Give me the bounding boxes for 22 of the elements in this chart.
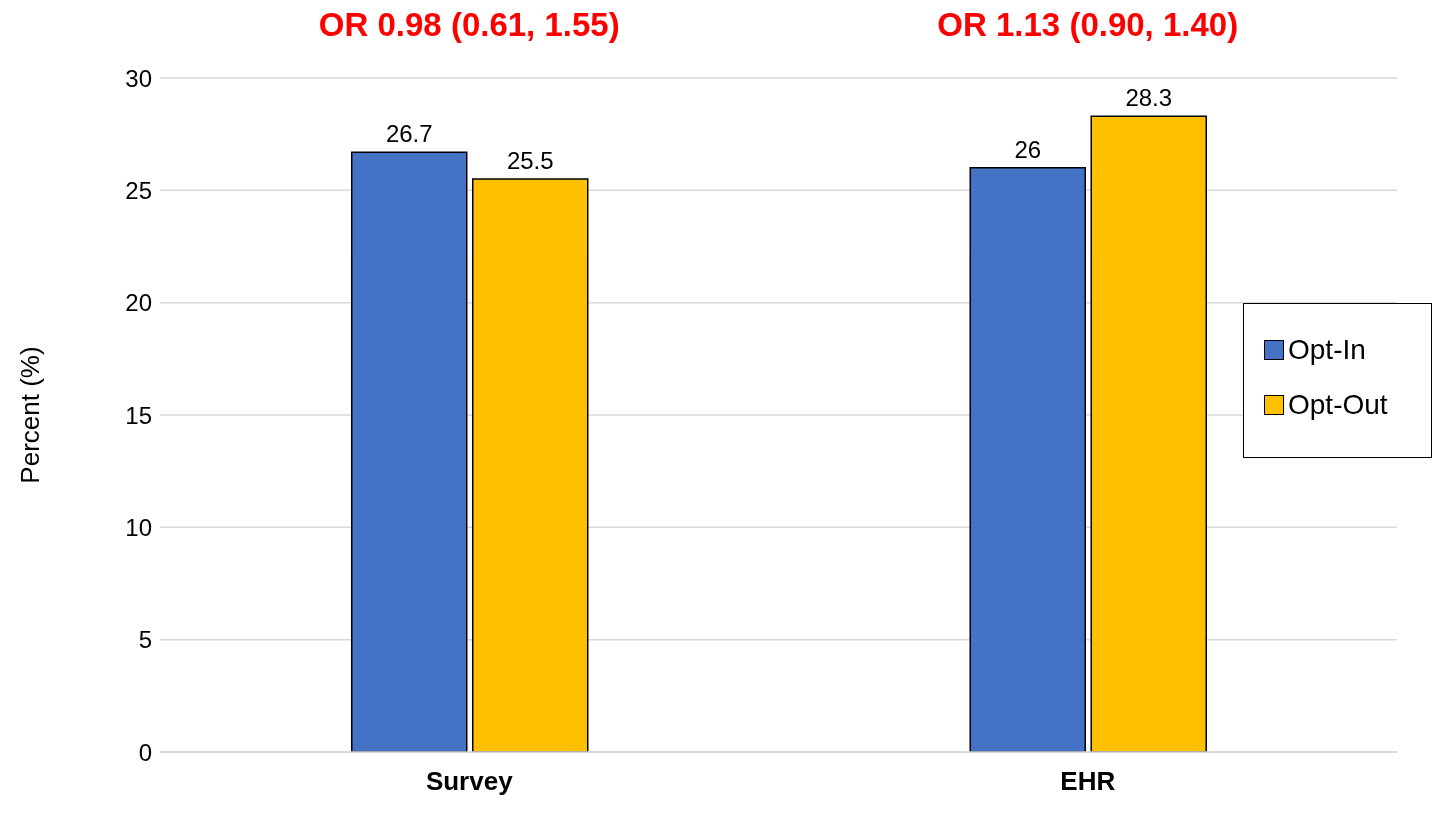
y-tick-label: 0 [138, 738, 152, 766]
data-label: 26.7 [385, 120, 433, 148]
data-label: 26 [1014, 135, 1042, 163]
data-label: 28.3 [1125, 84, 1173, 112]
y-axis-title: Percent (%) [15, 346, 46, 484]
text: OR 1.13 (0.90, 1.40) [936, 6, 1240, 44]
data-label: 25.5 [506, 147, 554, 175]
x-tick-label: EHR [1060, 766, 1116, 797]
y-tick-label: 10 [125, 513, 152, 541]
bar [969, 167, 1086, 752]
y-tick-label: 15 [125, 401, 152, 429]
y-tick-label: 25 [125, 176, 152, 204]
legend-label: Opt-In [1288, 333, 1366, 366]
y-tick-label: 5 [138, 626, 152, 654]
bar [471, 178, 589, 752]
text: OR 0.98 (0.61, 1.55) [317, 6, 621, 44]
y-tick-label: 20 [125, 289, 152, 317]
bar [350, 151, 468, 752]
bar [1090, 115, 1207, 752]
x-tick-label: Survey [425, 766, 514, 797]
legend-label: Opt-Out [1288, 388, 1388, 421]
y-tick-label: 30 [125, 64, 152, 92]
